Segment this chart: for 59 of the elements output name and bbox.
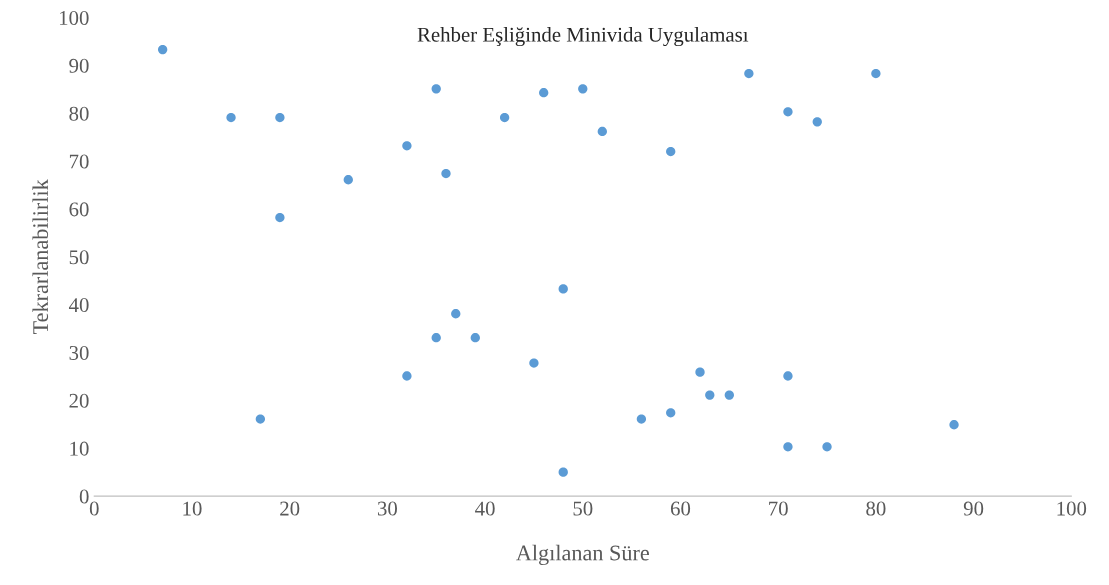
point (226, 112, 236, 123)
point (451, 309, 461, 319)
x-axis-title: Algılanan Süre (516, 544, 649, 566)
point (744, 68, 754, 79)
x-tick-label: 70 (769, 501, 788, 516)
x-tick-label: 0 (89, 501, 99, 516)
x-tick-label: 10 (183, 501, 202, 516)
point (158, 44, 168, 55)
point (558, 284, 568, 294)
point (255, 414, 266, 424)
point (822, 442, 832, 452)
point (499, 112, 510, 123)
y-axis-title: Tekrarlanabilirlik (32, 179, 49, 334)
point (636, 414, 647, 424)
point (812, 117, 822, 127)
x-tick-label: 30 (377, 501, 397, 516)
point (431, 333, 441, 343)
point (431, 84, 441, 94)
point (597, 126, 607, 137)
y-tick-label: 80 (69, 106, 89, 121)
y-tick-label: 90 (69, 58, 89, 73)
y-tick-label: 60 (69, 202, 89, 217)
point (529, 358, 539, 368)
y-tick-label: 30 (69, 345, 89, 360)
point (470, 333, 480, 343)
point (666, 408, 676, 418)
point (578, 84, 588, 94)
point (402, 141, 412, 151)
point (402, 371, 412, 381)
x-tick-label: 60 (670, 501, 691, 516)
x-tick-label: 80 (866, 501, 886, 516)
y-tick-label: 100 (59, 10, 89, 25)
y-tick-label: 0 (79, 489, 89, 504)
point (539, 88, 549, 98)
y-tick-label: 20 (69, 393, 89, 408)
chart-title: Rehber Eşliğinde Minivida Uygulaması (417, 27, 749, 47)
point (783, 371, 793, 381)
x-tick-label: 100 (1057, 501, 1087, 516)
point (871, 68, 881, 79)
point (441, 168, 451, 179)
y-tick-label: 10 (70, 441, 89, 456)
x-tick-label: 50 (573, 501, 593, 516)
y-tick-label: 50 (69, 250, 89, 265)
point (275, 212, 285, 223)
point (949, 420, 959, 430)
x-tick-label: 90 (963, 501, 984, 516)
point (558, 467, 568, 477)
point (343, 175, 353, 185)
point (666, 146, 676, 157)
point (783, 107, 793, 117)
point (724, 390, 734, 400)
point (275, 112, 285, 123)
y-tick-label: 40 (68, 298, 89, 313)
point (695, 367, 705, 377)
point (705, 390, 715, 400)
y-tick-label: 70 (69, 154, 89, 169)
point (783, 442, 793, 452)
x-tick-label: 40 (475, 501, 495, 516)
x-tick-label: 20 (280, 501, 300, 516)
